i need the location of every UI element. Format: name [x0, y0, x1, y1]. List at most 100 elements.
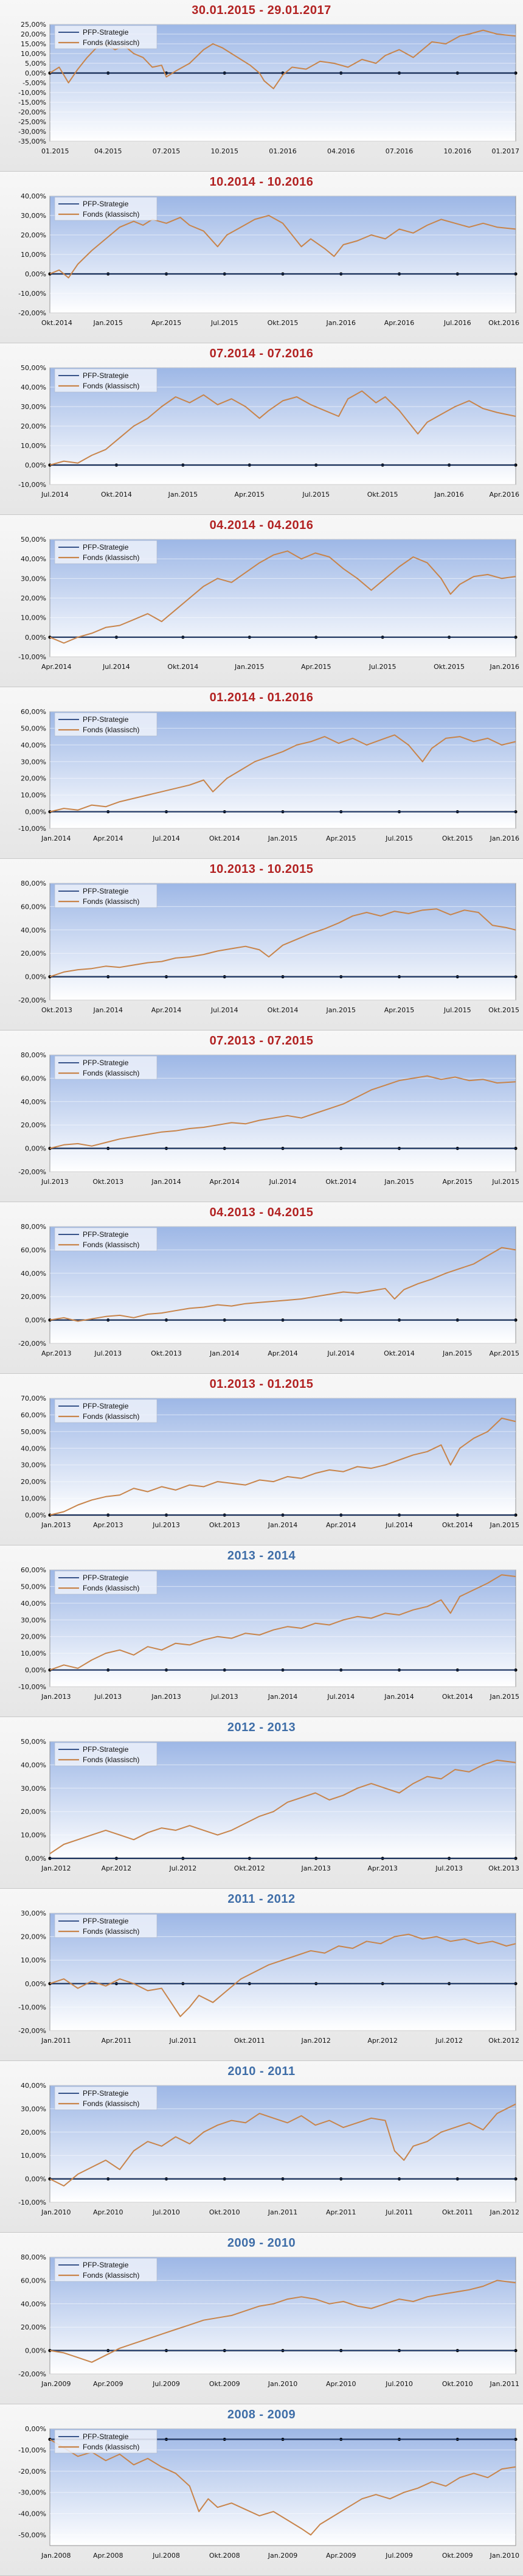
legend — [54, 2086, 158, 2110]
y-tick-label: -20,00% — [18, 309, 46, 317]
legend-label-pfp-strategie: PFP-Strategie — [83, 2089, 129, 2098]
line-chart: 50,00% 40,00% 30,00% 20,00% 10,00% 0,00% -10,0… — [18, 364, 519, 499]
y-tick-label: 30,00% — [21, 1461, 46, 1469]
x-tick-label: Okt.2014 — [442, 1693, 473, 1701]
line-chart: 40,00%30,00%20,00%10,00%0,00%-10,00%Jan.… — [18, 2082, 519, 2216]
chart-title: 07.2013 - 07.2015 — [209, 1034, 314, 1048]
y-tick-label: -50,00% — [18, 2532, 46, 2539]
legend — [54, 1399, 158, 1423]
y-tick-label: -10,00% — [18, 2446, 46, 2454]
legend-label-pfp-strategie: PFP-Strategie — [83, 1230, 129, 1239]
x-tick-label: Jul.2014 — [327, 1349, 355, 1357]
y-tick-label: 10,00% — [21, 2152, 46, 2160]
y-tick-label: 10,00% — [21, 614, 46, 622]
x-tick-label: Apr.2015 — [384, 1006, 415, 1014]
legend-label-pfp-strategie: PFP-Strategie — [83, 2432, 129, 2441]
x-tick-label: Jul.2014 — [327, 1693, 355, 1701]
x-tick-label: Jul.2014 — [102, 663, 130, 671]
line-chart: 80,00% 60,00% 40,00% 20,00% 0,00% -20,00% Jan.… — [18, 2253, 519, 2388]
y-tick-label: 40,00% — [21, 1600, 46, 1608]
y-tick-label: 40,00% — [21, 1761, 46, 1769]
y-tick-label: -10,00% — [18, 89, 46, 97]
legend-label-pfp-strategie: PFP-Strategie — [83, 1573, 129, 1582]
legend — [54, 1570, 158, 1595]
y-tick-label: -20,00% — [18, 1340, 46, 1348]
y-tick-label: 0,00% — [25, 461, 46, 469]
x-tick-label: Jan.2008 — [41, 2552, 71, 2560]
x-tick-label: Apr.2015 — [301, 663, 331, 671]
y-tick-label: 0,00% — [25, 270, 46, 278]
legend-label-fonds: Fonds (klassisch) — [83, 1412, 139, 1421]
x-tick-label: Jul.2014 — [269, 1178, 297, 1186]
y-tick-label: -20,00% — [18, 996, 46, 1004]
legend — [54, 1742, 158, 1766]
x-tick-label: Apr.2015 — [151, 319, 182, 327]
y-tick-label: 20,00% — [21, 1121, 46, 1129]
y-tick-label: 60,00% — [21, 1246, 46, 1254]
line-chart: 50,00%40,00%30,00%20,00%10,00%0,00%Jan.2… — [21, 1738, 519, 1872]
x-tick-label: Okt.2014 — [442, 1521, 473, 1529]
chart-title: 01.2013 - 01.2015 — [209, 1377, 314, 1391]
legend — [54, 540, 158, 564]
y-tick-label: 0,00% — [25, 2175, 46, 2183]
x-tick-label: Jan.2015 — [268, 835, 297, 842]
y-tick-label: 30,00% — [21, 1785, 46, 1793]
y-tick-label: -10,00% — [18, 290, 46, 298]
series-line-fonds — [49, 2103, 516, 2187]
y-tick-label: 0,00% — [25, 1511, 46, 1519]
y-tick-label: 50,00% — [21, 1428, 46, 1436]
y-tick-label: 0,00% — [25, 1317, 46, 1325]
x-tick-label: 01.2015 — [41, 147, 69, 155]
x-tick-label: Jul.2013 — [152, 1521, 180, 1529]
chart-panel: 07.2014 - 07.2016 50,00% 40,00% 30,00% 20,00… — [0, 343, 523, 515]
x-tick-label: Apr.2014 — [209, 1178, 240, 1186]
y-tick-label: 20,00% — [21, 2323, 46, 2331]
legend — [54, 25, 158, 49]
y-tick-label: 40,00% — [21, 1270, 46, 1278]
y-tick-label: 10,00% — [21, 50, 46, 58]
x-tick-label: Jan.2015 — [490, 1521, 519, 1529]
y-tick-label: -10,00% — [18, 653, 46, 661]
legend-label-pfp-strategie: PFP-Strategie — [83, 1059, 129, 1067]
x-tick-label: Jul.2011 — [168, 2037, 196, 2045]
chart-panel: 07.2013 - 07.2015 80,00% 60,00% 40,00% 20,00… — [0, 1031, 523, 1202]
x-tick-label: Jul.2009 — [385, 2552, 413, 2560]
y-tick-label: 60,00% — [21, 708, 46, 716]
chart-panel: 01.2013 - 01.2015 70,00% 60,00% 50,00% 40,00… — [0, 1374, 523, 1545]
x-tick-label: Jul.2016 — [443, 319, 471, 327]
x-tick-label: Jan.2015 — [168, 491, 198, 499]
x-tick-label: Jan.2012 — [300, 2037, 330, 2045]
x-tick-label: Jul.2013 — [435, 1864, 463, 1872]
legend-label-pfp-strategie: PFP-Strategie — [83, 887, 129, 895]
x-tick-label: Okt.2012 — [234, 1864, 265, 1872]
line-chart: 40,00% 30,00% 20,00% 10,00% 0,00% -10,00% -20,… — [18, 192, 519, 327]
y-tick-label: 30,00% — [21, 1909, 46, 1917]
chart-panel: 04.2013 - 04.2015 80,00% 60,00% 40,00% 20,00… — [0, 1202, 523, 1374]
y-tick-label: 40,00% — [21, 741, 46, 749]
x-tick-label: Apr.2008 — [93, 2552, 123, 2560]
chart-panel: 01.2014 - 01.2016 60,00% 50,00% 40,00% 30,00… — [0, 687, 523, 859]
x-tick-label: Jul.2011 — [385, 2208, 413, 2216]
legend-label-fonds: Fonds (klassisch) — [83, 2099, 139, 2108]
chart-title: 2010 - 2011 — [227, 2065, 296, 2078]
y-tick-label: -25,00% — [18, 118, 46, 126]
series-line-fonds — [49, 29, 516, 89]
y-tick-label: 60,00% — [21, 1411, 46, 1419]
y-tick-label: 0,00% — [25, 808, 46, 816]
x-tick-label: Jan.2015 — [234, 663, 264, 671]
legend — [54, 1227, 158, 1251]
chart-panel: 10.2013 - 10.2015 80,00% 60,00% 40,00% 20,00… — [0, 859, 523, 1031]
x-tick-label: Jan.2013 — [41, 1693, 71, 1701]
y-tick-label: 0,00% — [25, 1667, 46, 1675]
x-tick-label: Jan.2009 — [41, 2380, 71, 2388]
legend-label-fonds: Fonds (klassisch) — [83, 1241, 139, 1249]
y-tick-label: -10,00% — [18, 1683, 46, 1691]
x-tick-label: Okt.2009 — [442, 2552, 473, 2560]
line-chart: 60,00% 50,00% 40,00% 30,00% 20,00% 10,00% 0,00… — [18, 1566, 519, 1701]
legend-label-fonds: Fonds (klassisch) — [83, 210, 139, 219]
x-tick-label: Jan.2015 — [442, 1349, 472, 1357]
x-tick-label: Jan.2016 — [326, 319, 356, 327]
x-tick-label: Okt.2014 — [209, 835, 240, 842]
line-chart: 70,00% 60,00% 50,00% 40,00% 30,00% 20,00% 10,0… — [21, 1395, 519, 1529]
y-tick-label: 60,00% — [21, 2277, 46, 2284]
